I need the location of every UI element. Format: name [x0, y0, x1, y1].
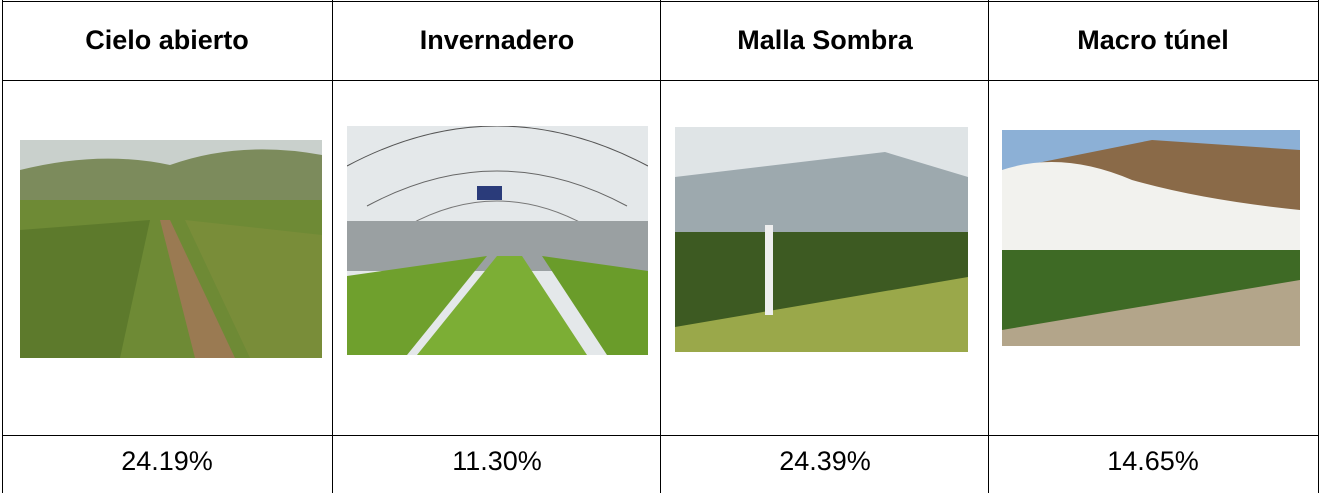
header-cell: Invernadero	[419, 25, 575, 55]
value-cell: 11.30%	[452, 445, 542, 476]
value-cell: 24.39%	[779, 445, 871, 476]
border	[988, 0, 989, 493]
photo-shade-mesh	[675, 127, 968, 352]
border	[660, 0, 661, 493]
value-cell: 14.65%	[1107, 445, 1199, 476]
value-cell: 24.19%	[121, 445, 213, 476]
border	[1318, 0, 1319, 493]
header-cell: Cielo abierto	[85, 25, 249, 55]
photo-greenhouse	[347, 126, 648, 355]
header-cell: Macro túnel	[1077, 25, 1229, 55]
border	[332, 0, 333, 493]
photo-macro-tunnel	[1002, 130, 1300, 346]
photo-open-field	[20, 140, 322, 358]
header-cell: Malla Sombra	[737, 25, 913, 55]
border	[2, 0, 3, 493]
